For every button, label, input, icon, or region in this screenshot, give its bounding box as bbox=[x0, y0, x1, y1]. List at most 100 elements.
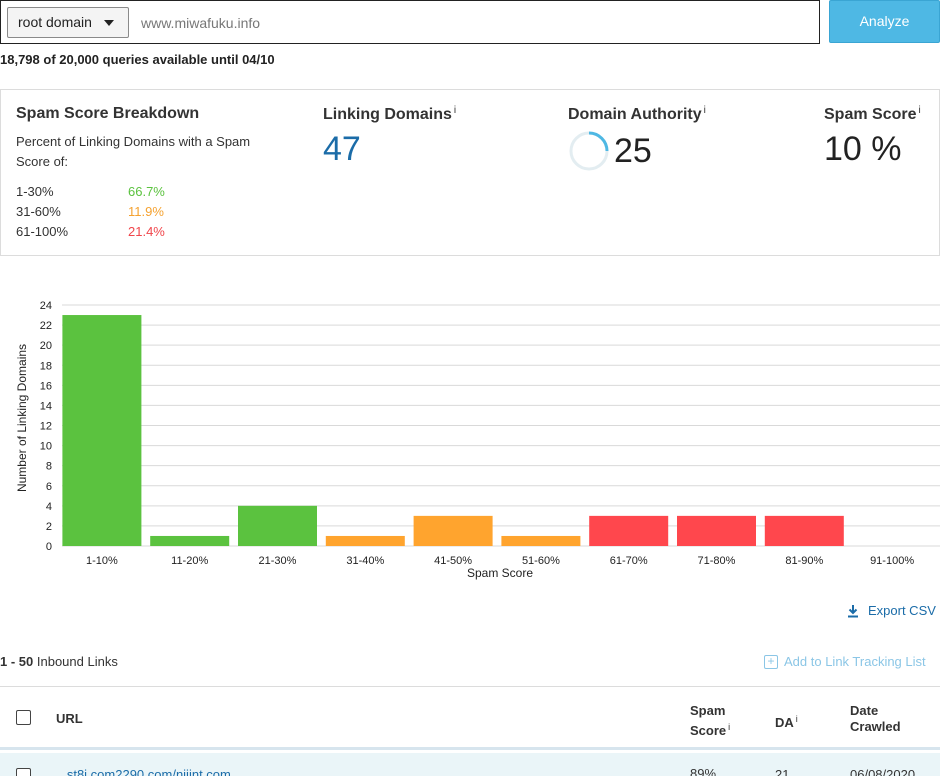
bar-61-70%[interactable] bbox=[589, 516, 668, 546]
spam-score-chart: 0 2 4 6 8 10 12 14 16 18 20 22 24 1-10% 11-20% 21-30% 31… bbox=[0, 290, 940, 590]
y-tick-label: 12 bbox=[40, 421, 52, 433]
bar-21-30%[interactable] bbox=[238, 506, 317, 546]
y-tick-label: 6 bbox=[46, 481, 52, 493]
x-tick-label: 71-80% bbox=[698, 555, 736, 567]
range-value: 66.7% bbox=[128, 182, 165, 202]
range-value: 21.4% bbox=[128, 222, 165, 242]
range-value: 11.9% bbox=[128, 202, 164, 222]
x-tick-label: 1-10% bbox=[86, 555, 118, 567]
bar-81-90%[interactable] bbox=[765, 516, 844, 546]
da-column-header[interactable]: DA i bbox=[775, 711, 798, 731]
spam-score-metric: Spam Score i 10 % bbox=[824, 105, 921, 169]
y-tick-label: 24 bbox=[40, 300, 52, 312]
linking-domains-label: Linking Domains i bbox=[323, 105, 456, 124]
results-count: 1 - 50 Inbound Links bbox=[0, 654, 118, 669]
scope-dropdown-value: root domain bbox=[18, 14, 92, 30]
info-icon[interactable]: i bbox=[454, 105, 456, 116]
table-row[interactable]: ...st8i.com2290.com/njjjnt.com... 89% 21… bbox=[0, 753, 940, 776]
row-date-crawled: 06/08/2020 bbox=[850, 767, 915, 776]
info-icon[interactable]: i bbox=[918, 105, 920, 116]
plus-icon: + bbox=[764, 655, 778, 669]
y-tick-label: 0 bbox=[46, 541, 52, 553]
bar-41-50%[interactable] bbox=[414, 516, 493, 546]
domain-authority-metric: Domain Authority i 25 bbox=[568, 105, 706, 172]
analyze-button[interactable]: Analyze bbox=[829, 0, 940, 43]
breakdown-description: Percent of Linking Domains with a Spam S… bbox=[16, 132, 256, 172]
row-checkbox[interactable] bbox=[16, 768, 31, 776]
spam-score-column-header[interactable]: Spam Score i bbox=[690, 703, 730, 739]
y-tick-label: 4 bbox=[46, 501, 52, 513]
range-label: 31-60% bbox=[16, 202, 128, 222]
results-range: 1 - 50 bbox=[0, 654, 33, 669]
y-tick-label: 10 bbox=[40, 441, 52, 453]
y-tick-label: 2 bbox=[46, 521, 52, 533]
x-tick-label: 21-30% bbox=[259, 555, 297, 567]
spam-score-label: Spam Score i bbox=[824, 105, 921, 124]
row-url-link[interactable]: ...st8i.com2290.com/njjjnt.com... bbox=[56, 767, 242, 776]
range-row: 31-60% 11.9% bbox=[16, 202, 256, 222]
info-icon[interactable]: i bbox=[728, 722, 730, 732]
y-tick-label: 8 bbox=[46, 461, 52, 473]
results-label: Inbound Links bbox=[37, 654, 118, 669]
y-tick-label: 22 bbox=[40, 320, 52, 332]
date-header-line1: Date bbox=[850, 703, 878, 718]
info-icon[interactable]: i bbox=[704, 105, 706, 116]
select-all-checkbox[interactable] bbox=[16, 710, 31, 725]
domain-authority-value: 25 bbox=[614, 132, 652, 171]
bar-31-40%[interactable] bbox=[326, 536, 405, 546]
export-csv-link[interactable]: Export CSV bbox=[846, 603, 936, 618]
url-column-header[interactable]: URL bbox=[56, 711, 83, 727]
y-tick-label: 16 bbox=[40, 380, 52, 392]
add-tracking-label: Add to Link Tracking List bbox=[784, 654, 926, 669]
range-label: 61-100% bbox=[16, 222, 128, 242]
x-tick-label: 61-70% bbox=[610, 555, 648, 567]
range-row: 1-30% 66.7% bbox=[16, 182, 256, 202]
domain-authority-display: 25 bbox=[568, 130, 706, 172]
x-tick-label: 91-100% bbox=[870, 555, 914, 567]
date-crawled-column-header[interactable]: Date Crawled bbox=[850, 703, 901, 735]
date-header-line2: Crawled bbox=[850, 719, 901, 734]
da-header-label: DA bbox=[775, 715, 794, 730]
bar-11-20%[interactable] bbox=[150, 536, 229, 546]
spam-header-line2: Score bbox=[690, 723, 726, 738]
table-header: URL Spam Score i DA i Date Crawled bbox=[0, 686, 940, 750]
spam-score-breakdown: Spam Score Breakdown Percent of Linking … bbox=[16, 105, 256, 242]
y-tick-label: 18 bbox=[40, 360, 52, 372]
spam-score-label-text: Spam Score bbox=[824, 106, 916, 123]
linking-domains-value: 47 bbox=[323, 130, 456, 169]
row-spam-score: 89% bbox=[690, 766, 716, 776]
caret-down-icon bbox=[104, 20, 114, 26]
quota-text: 18,798 of 20,000 queries available until… bbox=[0, 52, 275, 67]
spam-score-value: 10 % bbox=[824, 130, 921, 169]
x-axis-label: Spam Score bbox=[467, 566, 533, 580]
breakdown-ranges: 1-30% 66.7% 31-60% 11.9% 61-100% 21.4% bbox=[16, 182, 256, 242]
da-ring-gauge bbox=[568, 130, 610, 172]
add-to-link-tracking-button[interactable]: + Add to Link Tracking List bbox=[764, 654, 926, 669]
download-icon bbox=[846, 604, 860, 618]
linking-domains-label-text: Linking Domains bbox=[323, 106, 452, 123]
search-bar: root domain bbox=[0, 0, 820, 44]
range-row: 61-100% 21.4% bbox=[16, 222, 256, 242]
info-icon[interactable]: i bbox=[796, 714, 798, 724]
bar-51-60%[interactable] bbox=[501, 536, 580, 546]
spam-header-line1: Spam bbox=[690, 703, 725, 718]
x-tick-label: 81-90% bbox=[785, 555, 823, 567]
domain-authority-label: Domain Authority i bbox=[568, 105, 706, 124]
bar-71-80%[interactable] bbox=[677, 516, 756, 546]
domain-input[interactable] bbox=[141, 9, 801, 37]
x-tick-label: 31-40% bbox=[346, 555, 384, 567]
domain-authority-label-text: Domain Authority bbox=[568, 106, 702, 123]
bar-1-10%[interactable] bbox=[62, 315, 141, 546]
metrics-card: Spam Score Breakdown Percent of Linking … bbox=[0, 89, 940, 256]
y-tick-label: 14 bbox=[40, 400, 52, 412]
row-da: 21 bbox=[775, 767, 789, 776]
y-axis-label: Number of Linking Domains bbox=[15, 344, 29, 492]
y-tick-label: 20 bbox=[40, 340, 52, 352]
scope-dropdown[interactable]: root domain bbox=[7, 7, 129, 38]
range-label: 1-30% bbox=[16, 182, 128, 202]
x-tick-label: 11-20% bbox=[171, 555, 208, 567]
linking-domains-metric: Linking Domains i 47 bbox=[323, 105, 456, 169]
export-csv-label: Export CSV bbox=[868, 603, 936, 618]
breakdown-title: Spam Score Breakdown bbox=[16, 105, 256, 123]
